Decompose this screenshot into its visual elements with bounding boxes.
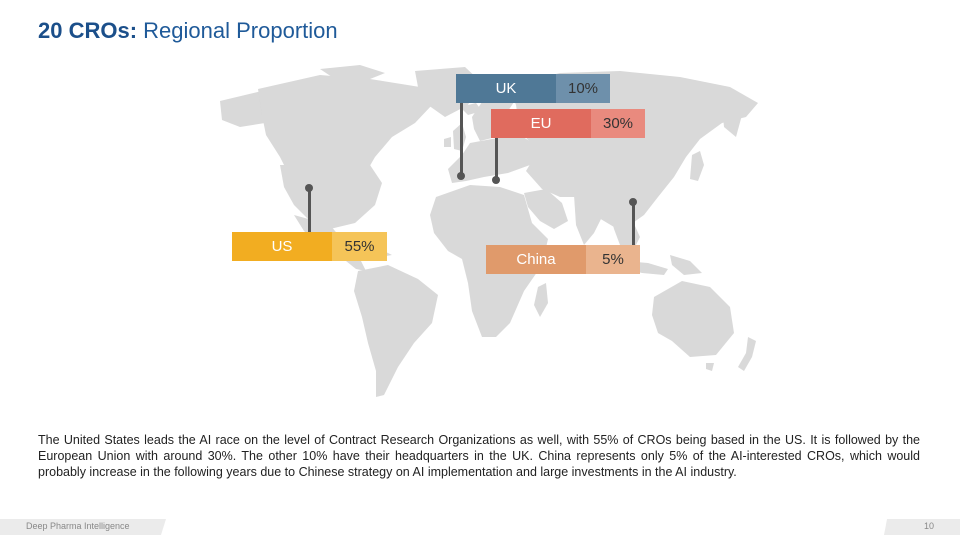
title-bold: 20 CROs: bbox=[38, 18, 138, 43]
title-rest: Regional Proportion bbox=[137, 18, 338, 43]
us-label: US 55% bbox=[232, 232, 387, 261]
china-percent: 5% bbox=[586, 245, 640, 274]
footer-right-band bbox=[884, 519, 960, 535]
uk-name: UK bbox=[456, 74, 556, 103]
uk-pin-line bbox=[460, 102, 463, 176]
china-pin-dot bbox=[629, 198, 637, 206]
us-pin-dot bbox=[305, 184, 313, 192]
page-title: 20 CROs: Regional Proportion bbox=[38, 18, 338, 44]
description-text: The United States leads the AI race on t… bbox=[38, 433, 920, 479]
eu-label: EU 30% bbox=[491, 109, 645, 138]
eu-percent: 30% bbox=[591, 109, 645, 138]
footer-company: Deep Pharma Intelligence bbox=[26, 521, 130, 531]
china-pin-line bbox=[632, 202, 635, 246]
page-number: 10 bbox=[923, 521, 934, 531]
uk-percent: 10% bbox=[556, 74, 610, 103]
china-name: China bbox=[486, 245, 586, 274]
eu-pin-dot bbox=[492, 176, 500, 184]
footer-left-band bbox=[0, 519, 166, 535]
us-name: US bbox=[232, 232, 332, 261]
china-label: China 5% bbox=[486, 245, 640, 274]
us-percent: 55% bbox=[332, 232, 387, 261]
eu-pin-line bbox=[495, 136, 498, 180]
uk-pin-dot bbox=[457, 172, 465, 180]
uk-label: UK 10% bbox=[456, 74, 610, 103]
us-pin-line bbox=[308, 188, 311, 234]
eu-name: EU bbox=[491, 109, 591, 138]
